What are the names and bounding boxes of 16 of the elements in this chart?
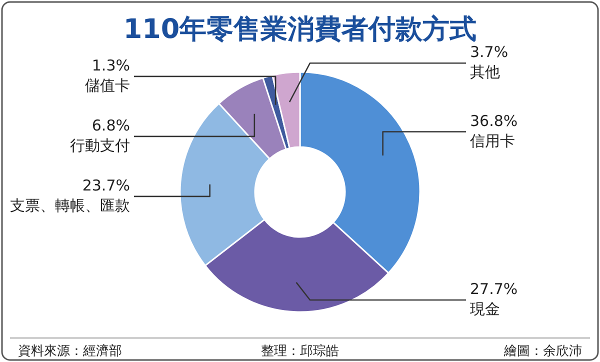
data-label: 6.8%	[92, 116, 130, 134]
slice-label: 儲值卡	[85, 76, 130, 94]
data-label: 27.7%	[470, 280, 518, 298]
data-label: 3.7%	[470, 43, 508, 62]
data-label: 36.8%	[470, 112, 518, 130]
chart-title: 110年零售業消費者付款方式	[123, 14, 477, 45]
slice-label: 支票、轉帳、匯款	[10, 196, 130, 214]
slice-label: 現金	[470, 300, 500, 318]
text: 整理：邱琮皓	[261, 344, 339, 359]
slice-label: 其他	[470, 63, 500, 82]
slice-label: 信用卡	[470, 132, 515, 150]
slice-label: 行動支付	[70, 136, 130, 154]
source-note: 資料來源：經濟部	[18, 344, 122, 359]
data-label: 23.7%	[82, 176, 130, 194]
data-label: 1.3%	[92, 56, 130, 74]
text: 繪圖：余欣沛	[503, 344, 582, 359]
